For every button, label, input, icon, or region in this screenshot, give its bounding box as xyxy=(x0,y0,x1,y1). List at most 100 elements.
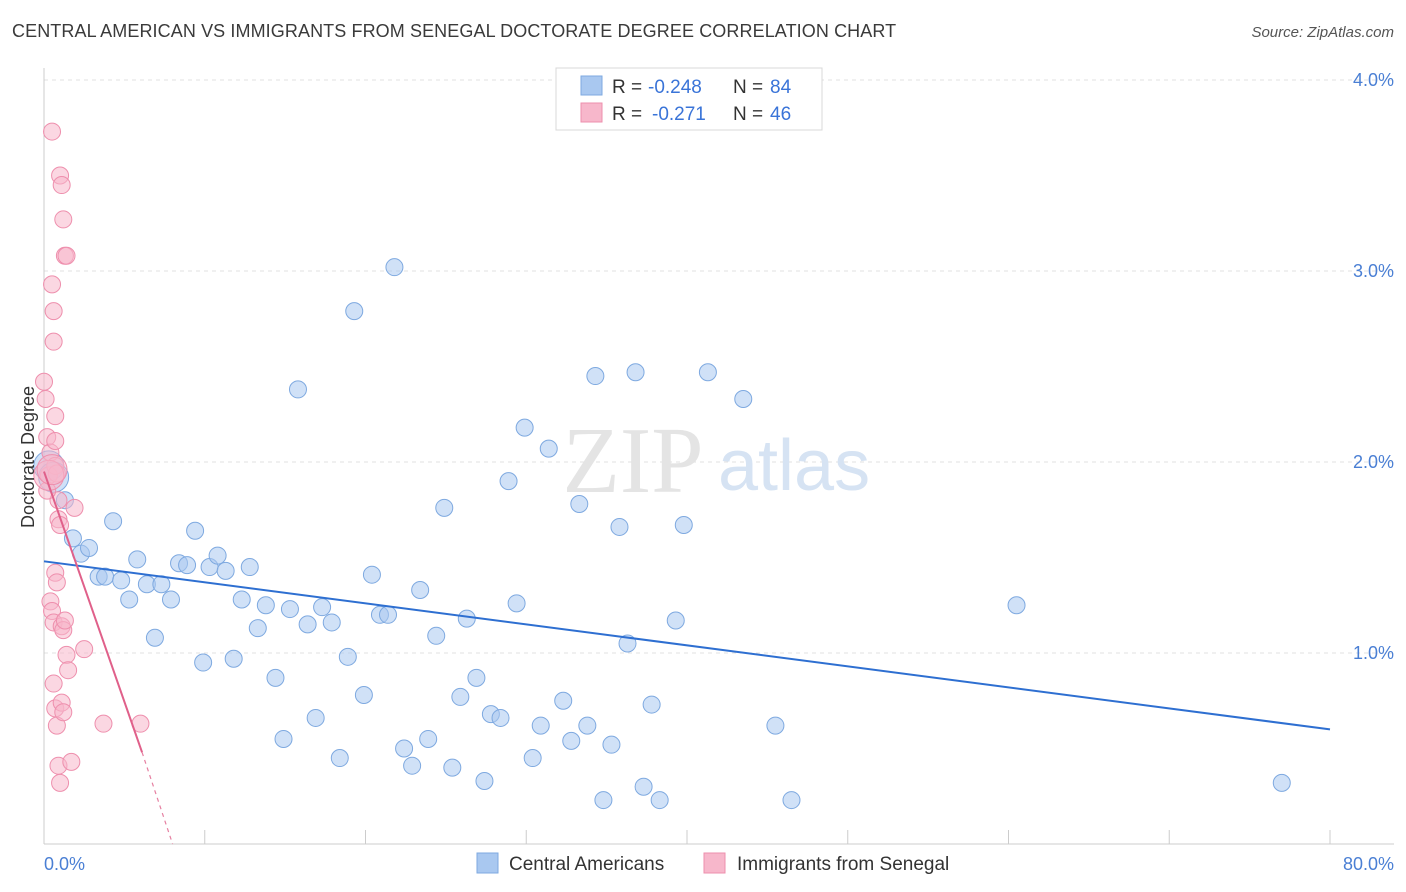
data-point-central-american xyxy=(594,791,613,810)
data-point-central-american xyxy=(208,546,227,565)
legend: R = -0.248 N = 84 R = -0.271 N = 46 xyxy=(555,67,823,131)
data-point-senegal xyxy=(59,661,78,680)
data-point-central-american xyxy=(379,605,398,624)
data-point-senegal xyxy=(62,752,81,771)
data-point-central-american xyxy=(306,708,325,727)
data-point-central-american xyxy=(194,653,213,672)
x-tick-label-max: 80.0% xyxy=(1343,854,1394,874)
data-point-senegal xyxy=(57,246,76,265)
watermark: ZIP atlas xyxy=(563,409,871,513)
data-point-central-american xyxy=(216,561,235,580)
data-point-central-american xyxy=(618,634,637,653)
data-point-senegal xyxy=(46,407,65,426)
legend-swatch-blue xyxy=(580,75,603,96)
data-point-central-american xyxy=(531,716,550,735)
data-point-central-american xyxy=(457,609,476,628)
data-point-central-american xyxy=(80,538,99,557)
data-point-senegal xyxy=(36,389,55,408)
y-tick-label: 4.0% xyxy=(1353,70,1394,90)
data-point-central-american xyxy=(419,729,438,748)
data-point-central-american xyxy=(491,708,510,727)
data-point-senegal xyxy=(46,431,65,450)
data-point-central-american xyxy=(385,258,404,277)
data-point-central-american xyxy=(451,687,470,706)
data-point-central-american xyxy=(443,758,462,777)
data-point-senegal xyxy=(44,674,63,693)
data-point-central-american xyxy=(475,771,494,790)
data-point-central-american xyxy=(232,590,251,609)
data-point-central-american xyxy=(403,756,422,775)
legend-r-value-1: -0.248 xyxy=(648,77,702,98)
trend-line-central-americans xyxy=(43,560,1331,731)
data-point-senegal xyxy=(94,714,113,733)
data-point-central-american xyxy=(120,590,139,609)
data-point-central-american xyxy=(570,495,589,514)
data-point-central-american xyxy=(224,649,243,668)
data-point-central-american xyxy=(266,668,285,687)
data-point-central-american xyxy=(395,739,414,758)
data-point-central-american xyxy=(586,367,605,386)
data-point-central-american xyxy=(288,380,307,399)
source-label: Source: ZipAtlas.com xyxy=(1251,24,1394,41)
data-point-central-american xyxy=(734,389,753,408)
data-point-senegal xyxy=(35,372,53,391)
bottom-legend-swatch-pink xyxy=(703,852,726,874)
chart-title: CENTRAL AMERICAN VS IMMIGRANTS FROM SENE… xyxy=(12,21,897,41)
x-tick-label-min: 0.0% xyxy=(44,854,85,874)
trend-lines xyxy=(43,471,1331,845)
data-point-central-american xyxy=(274,729,293,748)
data-point-central-american xyxy=(766,716,785,735)
watermark-zip: ZIP xyxy=(563,409,704,513)
data-point-central-american xyxy=(523,749,542,768)
data-point-central-american xyxy=(507,594,526,613)
data-point-senegal xyxy=(36,454,68,486)
data-point-central-american xyxy=(354,686,373,705)
legend-n-value-1: 84 xyxy=(770,77,792,98)
data-point-central-american xyxy=(145,628,164,647)
data-point-senegal xyxy=(52,176,71,195)
data-point-central-american xyxy=(240,558,259,577)
data-point-senegal xyxy=(54,210,73,229)
bottom-legend-label-pink: Immigrants from Senegal xyxy=(737,854,949,875)
bottom-legend-label-blue: Central Americans xyxy=(509,854,664,875)
data-point-central-american xyxy=(515,418,534,437)
legend-r-value-2: -0.271 xyxy=(652,104,706,125)
watermark-atlas: atlas xyxy=(718,426,870,506)
data-point-central-american xyxy=(650,791,669,810)
data-point-central-american xyxy=(345,302,364,321)
data-point-central-american xyxy=(499,472,518,491)
data-point-senegal xyxy=(43,122,62,141)
data-point-central-american xyxy=(1272,773,1291,792)
data-point-senegal xyxy=(43,275,62,294)
data-point-central-american xyxy=(782,791,801,810)
data-point-central-american xyxy=(104,512,123,531)
series-immigrants-from-senegal xyxy=(33,122,150,792)
y-tick-label: 3.0% xyxy=(1353,261,1394,281)
bottom-legend: Central Americans Immigrants from Senega… xyxy=(476,852,949,875)
data-point-central-american xyxy=(578,716,597,735)
legend-r-label-2: R = xyxy=(612,104,642,125)
data-point-central-american xyxy=(330,749,349,768)
y-tick-label: 2.0% xyxy=(1353,452,1394,472)
data-point-central-american xyxy=(539,439,558,458)
data-point-senegal xyxy=(44,302,63,321)
y-axis-title: Doctorate Degree xyxy=(18,386,38,528)
data-point-central-american xyxy=(338,647,357,666)
data-point-central-american xyxy=(322,613,341,632)
data-point-central-american xyxy=(562,731,581,750)
data-point-central-american xyxy=(698,363,717,382)
data-point-central-american xyxy=(186,521,205,540)
data-point-central-american xyxy=(634,777,653,796)
data-point-central-american xyxy=(554,691,573,710)
data-point-central-american xyxy=(602,735,621,754)
data-point-central-american xyxy=(467,668,486,687)
data-point-senegal xyxy=(54,703,73,722)
data-point-senegal xyxy=(57,645,76,664)
data-point-senegal xyxy=(44,332,63,351)
data-point-central-american xyxy=(626,363,645,382)
data-point-central-american xyxy=(248,619,267,638)
data-point-central-american xyxy=(280,600,299,619)
data-point-senegal xyxy=(75,640,94,659)
data-point-central-american xyxy=(112,571,131,590)
